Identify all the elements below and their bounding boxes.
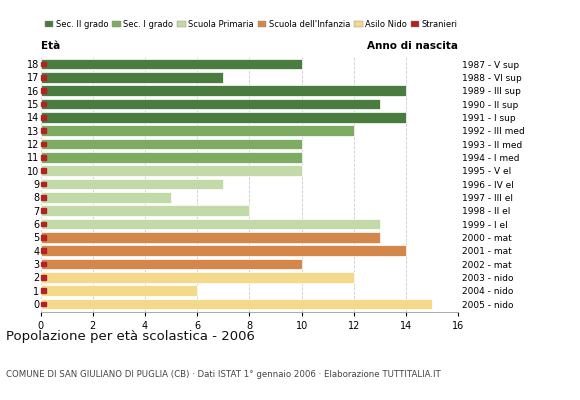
Legend: Sec. II grado, Sec. I grado, Scuola Primaria, Scuola dell'Infanzia, Asilo Nido, : Sec. II grado, Sec. I grado, Scuola Prim… <box>45 20 458 29</box>
Bar <box>41 285 197 296</box>
Bar <box>41 142 46 146</box>
Bar <box>41 248 46 253</box>
Bar <box>41 275 46 280</box>
Bar <box>41 302 46 306</box>
Bar <box>41 168 46 173</box>
Bar <box>41 165 302 176</box>
Bar <box>41 235 46 240</box>
Bar <box>41 178 223 190</box>
Bar <box>41 288 46 293</box>
Bar <box>41 222 46 226</box>
Bar <box>41 152 302 163</box>
Bar <box>41 258 302 270</box>
Text: Popolazione per età scolastica - 2006: Popolazione per età scolastica - 2006 <box>6 330 255 343</box>
Bar <box>41 182 46 186</box>
Bar <box>41 58 302 70</box>
Bar <box>41 232 380 243</box>
Text: Età: Età <box>41 41 60 51</box>
Bar <box>41 85 406 96</box>
Bar <box>41 62 46 66</box>
Bar <box>41 208 46 213</box>
Bar <box>41 195 46 200</box>
Text: COMUNE DI SAN GIULIANO DI PUGLIA (CB) · Dati ISTAT 1° gennaio 2006 · Elaborazion: COMUNE DI SAN GIULIANO DI PUGLIA (CB) · … <box>6 370 441 379</box>
Bar <box>41 75 46 80</box>
Bar <box>41 298 432 310</box>
Bar <box>41 218 380 230</box>
Bar <box>41 245 406 256</box>
Bar <box>41 112 406 123</box>
Bar <box>41 138 302 150</box>
Bar <box>41 115 46 120</box>
Bar <box>41 155 46 160</box>
Bar <box>41 88 46 93</box>
Bar <box>41 102 46 106</box>
Bar <box>41 205 249 216</box>
Bar <box>41 128 46 133</box>
Bar <box>41 272 354 283</box>
Bar <box>41 72 223 83</box>
Bar <box>41 262 46 266</box>
Bar <box>41 125 354 136</box>
Bar <box>41 98 380 110</box>
Bar <box>41 192 171 203</box>
Text: Anno di nascita: Anno di nascita <box>367 41 458 51</box>
